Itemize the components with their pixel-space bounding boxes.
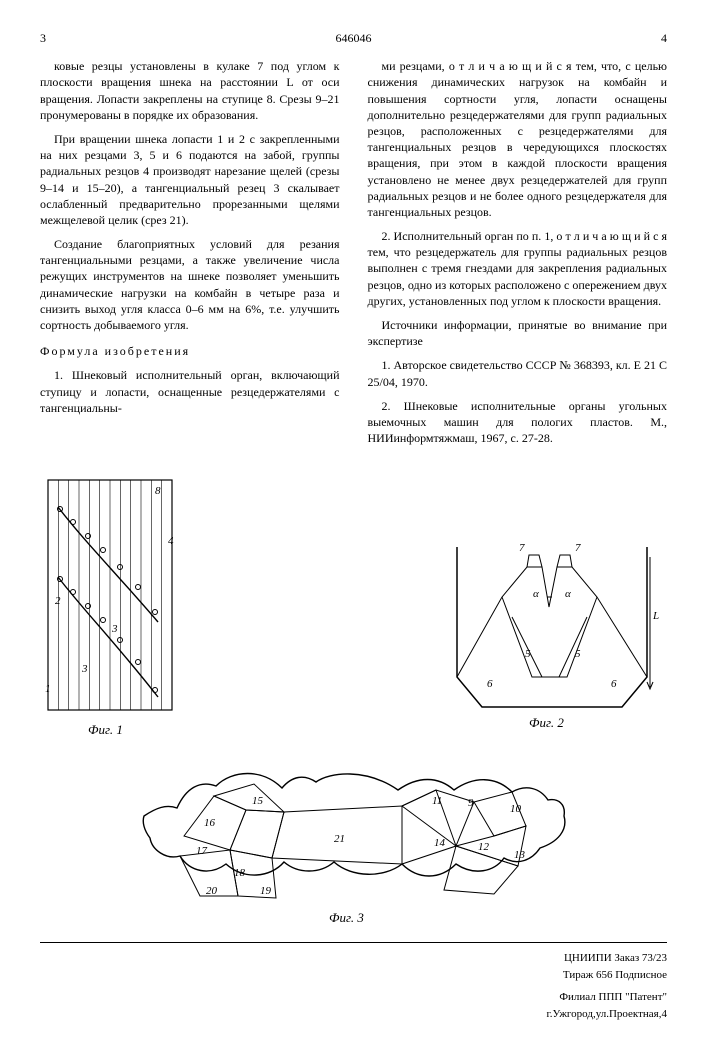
footer-line: Тираж 656 Подписное xyxy=(40,968,667,983)
svg-text:α: α xyxy=(565,588,571,600)
svg-text:Фиг. 2: Фиг. 2 xyxy=(529,715,564,730)
svg-text:7: 7 xyxy=(575,542,581,554)
paragraph: ми резцами, о т л и ч а ю щ и й с я тем,… xyxy=(368,58,668,220)
right-column: ми резцами, о т л и ч а ю щ и й с я тем,… xyxy=(368,58,668,454)
svg-text:2: 2 xyxy=(55,595,61,607)
svg-text:3: 3 xyxy=(81,663,88,675)
svg-text:17: 17 xyxy=(196,845,208,857)
footer: ЦНИИПИ Заказ 73/23 Тираж 656 Подписное Ф… xyxy=(40,942,667,1022)
svg-text:7: 7 xyxy=(519,542,525,554)
figure-1: 8 4 2 3 1 3 Фиг. 1 xyxy=(40,472,180,741)
svg-text:5: 5 xyxy=(525,648,531,660)
svg-text:6: 6 xyxy=(611,678,617,690)
figures-area: 842313Фиг. 1 77αα5566LФиг. 2 16151718201… xyxy=(40,472,667,929)
svg-text:Фиг. 3: Фиг. 3 xyxy=(329,910,364,925)
figure-2: 7 7 α α 5 5 6 6 L Фиг. 2 xyxy=(447,537,667,741)
svg-text:18: 18 xyxy=(234,867,246,879)
paragraph: 2. Шнековые исполнительные органы угольн… xyxy=(368,398,668,447)
svg-text:10: 10 xyxy=(510,803,522,815)
paragraph: ковые резцы установлены в кулаке 7 под у… xyxy=(40,58,340,123)
svg-text:8: 8 xyxy=(155,485,161,497)
footer-line: Филиал ППП "Патент" xyxy=(40,990,667,1005)
svg-text:13: 13 xyxy=(514,849,526,861)
paragraph: Создание благоприятных условий для резан… xyxy=(40,236,340,333)
svg-text:20: 20 xyxy=(206,885,218,897)
footer-line: ЦНИИПИ Заказ 73/23 xyxy=(40,951,667,966)
svg-text:6: 6 xyxy=(487,678,493,690)
page-header: 3 646046 4 xyxy=(40,30,667,46)
paragraph: 1. Шнековый исполнительный орган, включа… xyxy=(40,367,340,416)
svg-text:4: 4 xyxy=(168,535,174,547)
page-num-left: 3 xyxy=(40,30,46,46)
paragraph: 2. Исполнительный орган по п. 1, о т л и… xyxy=(368,228,668,309)
svg-text:12: 12 xyxy=(478,841,490,853)
footer-line: г.Ужгород,ул.Проектная,4 xyxy=(40,1007,667,1022)
svg-text:14: 14 xyxy=(434,837,446,849)
svg-text:3: 3 xyxy=(111,623,118,635)
paragraph: 1. Авторское свидетельство СССР № 368393… xyxy=(368,357,668,389)
text-columns: ковые резцы установлены в кулаке 7 под у… xyxy=(40,58,667,454)
claims-heading: Формула изобретения xyxy=(40,343,340,359)
figure-3: 16 15 17 18 20 19 21 11 9 10 14 12 13 Фиг. 3 xyxy=(40,746,667,930)
svg-text:19: 19 xyxy=(260,885,272,897)
svg-text:L: L xyxy=(652,610,659,622)
doc-number: 646046 xyxy=(336,30,372,46)
svg-text:11: 11 xyxy=(432,795,442,807)
svg-text:5: 5 xyxy=(575,648,581,660)
svg-text:1: 1 xyxy=(45,683,51,695)
paragraph: Источники информации, принятые во вниман… xyxy=(368,317,668,349)
left-column: ковые резцы установлены в кулаке 7 под у… xyxy=(40,58,340,454)
svg-text:Фиг. 1: Фиг. 1 xyxy=(88,722,123,737)
svg-text:15: 15 xyxy=(252,795,264,807)
page-num-right: 4 xyxy=(661,30,667,46)
paragraph: При вращении шнека лопасти 1 и 2 с закре… xyxy=(40,131,340,228)
svg-text:16: 16 xyxy=(204,817,216,829)
svg-text:9: 9 xyxy=(468,797,474,809)
svg-text:21: 21 xyxy=(334,833,345,845)
svg-text:α: α xyxy=(533,588,539,600)
